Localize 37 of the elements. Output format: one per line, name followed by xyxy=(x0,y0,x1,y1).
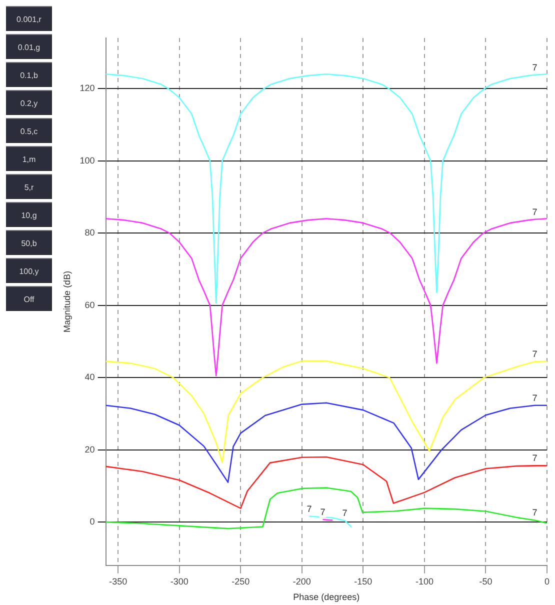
button[interactable]: 5,r xyxy=(6,174,52,199)
button[interactable]: 0.5,c xyxy=(6,118,52,143)
button[interactable]: 0.001,r xyxy=(6,6,52,31)
x-tick-label: -150 xyxy=(354,576,372,586)
y-tick-label: 80 xyxy=(84,228,95,238)
button[interactable]: 0.2,y xyxy=(6,90,52,115)
y-tick-label: 0 xyxy=(90,516,95,527)
x-tick-label: -250 xyxy=(232,576,250,586)
y-tick-label: 120 xyxy=(80,83,95,94)
annotation: 7 xyxy=(306,504,312,514)
annotation: 7 xyxy=(532,62,538,72)
button[interactable]: Off xyxy=(6,286,52,311)
annotation: 7 xyxy=(320,507,326,518)
x-tick-label: -200 xyxy=(292,576,311,586)
button[interactable]: 1,m xyxy=(6,146,52,171)
button[interactable]: 100,y xyxy=(6,258,52,283)
annotation: 7 xyxy=(532,349,538,360)
y-tick-label: 20 xyxy=(84,444,95,454)
y-axis-title: Magnitude (dB) xyxy=(62,270,72,332)
annotation: 7 xyxy=(342,508,348,518)
button[interactable]: 50,b xyxy=(6,230,52,255)
annotation: 7 xyxy=(532,453,538,464)
button[interactable]: 10,g xyxy=(6,202,52,227)
x-tick-label: 0 xyxy=(544,576,550,586)
x-tick-label: -100 xyxy=(415,576,434,586)
y-tick-label: 60 xyxy=(84,300,95,310)
x-axis-title: Phase (degrees) xyxy=(293,592,360,602)
annotation: 7 xyxy=(532,206,538,217)
annotation: 7 xyxy=(532,508,538,518)
y-tick-label: 40 xyxy=(84,372,95,382)
y-tick-label: 100 xyxy=(80,155,95,166)
x-tick-label: -50 xyxy=(479,576,492,586)
annotation: 7 xyxy=(532,392,538,403)
button[interactable]: 0.1,b xyxy=(6,62,52,87)
x-tick-label: -350 xyxy=(109,576,128,586)
button[interactable]: 0.01,g xyxy=(6,34,52,59)
x-tick-label: -300 xyxy=(170,576,188,586)
